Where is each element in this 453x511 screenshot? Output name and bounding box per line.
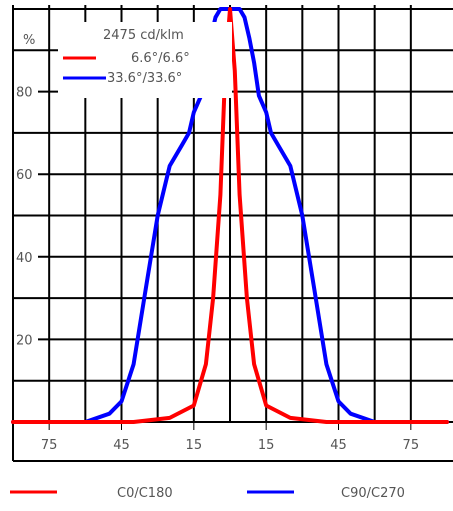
series-lines — [11, 7, 449, 424]
x-tick-label: 15 — [186, 438, 203, 453]
y-tick-label: 80 — [16, 86, 33, 101]
x-tick-label: 75 — [41, 438, 58, 453]
x-tick-label: 45 — [113, 438, 130, 453]
legend-label-c90-c270: C90/C270 — [341, 486, 405, 501]
y-tick-label-bg — [14, 165, 38, 183]
annotation-red-label: 6.6°/6.6° — [131, 51, 190, 66]
intensity-label: 2475 cd/klm — [103, 28, 184, 43]
legend-label-c0-c180: C0/C180 — [117, 486, 173, 501]
y-tick-label-bg — [14, 82, 38, 100]
series-line-c0-c180 — [11, 7, 449, 424]
annotation-box — [58, 22, 232, 98]
x-tick-label: 45 — [330, 438, 347, 453]
y-tick-label: 40 — [16, 251, 33, 266]
x-tick-labels: 75 45 15 15 45 75 — [41, 438, 419, 453]
y-axis-unit-label: % — [23, 33, 35, 48]
y-tick-label-bg — [14, 247, 38, 265]
y-tick-labels: 20 40 60 80 — [14, 82, 38, 348]
y-tick-label-bg — [14, 330, 38, 348]
y-tick-label: 20 — [16, 333, 33, 348]
x-tick-label: 75 — [403, 438, 420, 453]
x-tick-label: 15 — [258, 438, 275, 453]
annotation-blue-label: 33.6°/33.6° — [107, 71, 182, 86]
y-tick-label: 60 — [16, 168, 33, 183]
